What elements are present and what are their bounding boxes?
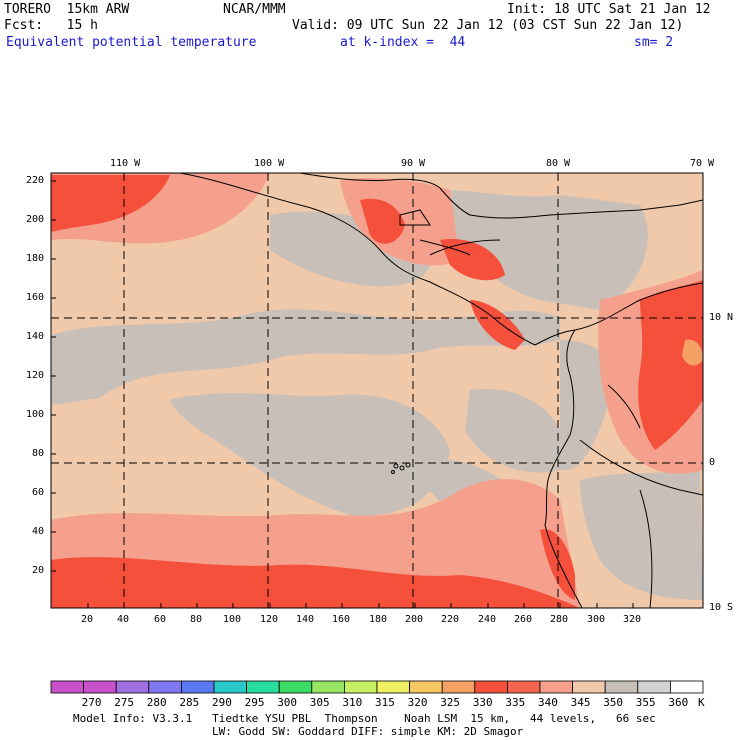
x-tick-label: 240: [478, 614, 497, 625]
x-tick-label: 180: [369, 614, 388, 625]
field-name: Equivalent potential temperature: [6, 35, 257, 50]
colorbar-swatch: [506, 680, 541, 694]
y-tick-label: 20: [31, 565, 44, 576]
y-tick-label: 100: [25, 409, 44, 420]
colorbar-label: 315: [375, 696, 395, 709]
graticule: [51, 173, 703, 608]
colorbar-label: 360: [668, 696, 689, 709]
center-label: NCAR/MMM: [223, 2, 286, 17]
colorbar-swatch: [180, 680, 215, 694]
colorbar-swatch: [278, 680, 313, 694]
colorbar-swatch: [311, 680, 345, 694]
init-time: Init: 18 UTC Sat 21 Jan 12: [507, 2, 711, 17]
colorbar-swatch: [572, 680, 606, 694]
x-tick-label: 140: [296, 614, 315, 625]
x-tick-label: 40: [117, 614, 130, 625]
lon-label-90w: 90 W: [401, 158, 426, 169]
y-tick-label: 40: [31, 526, 44, 537]
x-tick-label: 160: [332, 614, 351, 625]
colorbar-swatch: [604, 680, 639, 694]
colorbar-label: 350: [603, 696, 624, 709]
colorbar-label: 310: [342, 696, 363, 709]
colorbar-swatch: [637, 680, 671, 694]
forecast-hour: Fcst: 15 h: [4, 18, 98, 33]
colorbar-swatch: [441, 680, 476, 694]
colorbar-swatch: [83, 680, 117, 694]
colorbar-label: 325: [440, 696, 461, 709]
y-tick-label: 220: [25, 175, 44, 186]
lon-label-100w: 100 W: [254, 158, 285, 169]
axis-ticks: [51, 180, 634, 608]
lon-label-110w: 110 W: [110, 158, 141, 169]
colorbar-unit: K: [698, 696, 705, 709]
colorbar-label: 285: [179, 696, 200, 709]
colorbar-label: 300: [277, 696, 298, 709]
colorbar-label: 275: [114, 696, 135, 709]
model-info: Model Info: V3.3.1 Tiedtke YSU PBL Thomp…: [73, 712, 656, 725]
colorbar-swatch: [409, 680, 443, 694]
x-tick-label: 300: [587, 614, 606, 625]
colorbar-swatch: [115, 680, 150, 694]
y-tick-label: 160: [25, 292, 44, 303]
lon-label-70w: 70 W: [690, 158, 715, 169]
physics-info: LW: Godd SW: Goddard DIFF: simple KM: 2D…: [212, 725, 524, 738]
colorbar-label: 355: [635, 696, 656, 709]
y-tick-label: 60: [31, 487, 44, 498]
x-tick-label: 100: [223, 614, 242, 625]
colorbar-label: 270: [81, 696, 102, 709]
model-title: TORERO 15km ARW: [4, 2, 130, 17]
x-tick-label: 260: [514, 614, 533, 625]
x-tick-label: 80: [190, 614, 203, 625]
lat-label-10n: 10 N: [709, 312, 734, 323]
colorbar-swatch: [670, 680, 704, 694]
x-tick-label: 20: [81, 614, 94, 625]
colorbar-label: 320: [407, 696, 428, 709]
y-tick-label: 140: [25, 331, 44, 342]
colorbar-swatch: [50, 680, 84, 694]
valid-time: Valid: 09 UTC Sun 22 Jan 12 (03 CST Sun …: [292, 18, 684, 33]
colorbar-swatch: [148, 680, 182, 694]
x-tick-label: 280: [550, 614, 569, 625]
colorbar-swatch: [376, 680, 410, 694]
lon-label-80w: 80 W: [546, 158, 571, 169]
colorbar-label: 330: [472, 696, 493, 709]
red-regions: [51, 175, 703, 608]
x-tick-label: 200: [405, 614, 424, 625]
colorbar-swatch: [213, 680, 247, 694]
colorbar-label: 305: [309, 696, 330, 709]
x-tick-label: 120: [260, 614, 279, 625]
map-frame: [50, 172, 704, 609]
y-tick-label: 80: [31, 448, 44, 459]
level-label: at k-index = 44: [340, 35, 466, 50]
lat-label-10s: 10 S: [709, 602, 734, 613]
lat-label-0: 0: [709, 457, 716, 468]
smoothing-label: sm= 2: [634, 35, 674, 50]
colorbar-swatch: [343, 680, 378, 694]
x-tick-label: 60: [154, 614, 167, 625]
colorbar-label: 345: [570, 696, 591, 709]
coastlines: [179, 173, 703, 608]
colorbar-label: 280: [146, 696, 167, 709]
y-tick-label: 180: [25, 253, 44, 264]
colorbar-swatch: [246, 680, 280, 694]
x-tick-label: 220: [441, 614, 460, 625]
colorbar-swatch: [474, 680, 508, 694]
colorbar-label: 335: [505, 696, 526, 709]
colorbar-swatch: [539, 680, 573, 694]
y-tick-label: 200: [25, 214, 44, 225]
colorbar-label: 295: [244, 696, 265, 709]
orange-patch: [682, 339, 703, 366]
x-tick-label: 320: [623, 614, 642, 625]
colorbar-label: 340: [538, 696, 558, 709]
y-tick-label: 120: [25, 370, 44, 381]
colorbar-label: 290: [212, 696, 232, 709]
